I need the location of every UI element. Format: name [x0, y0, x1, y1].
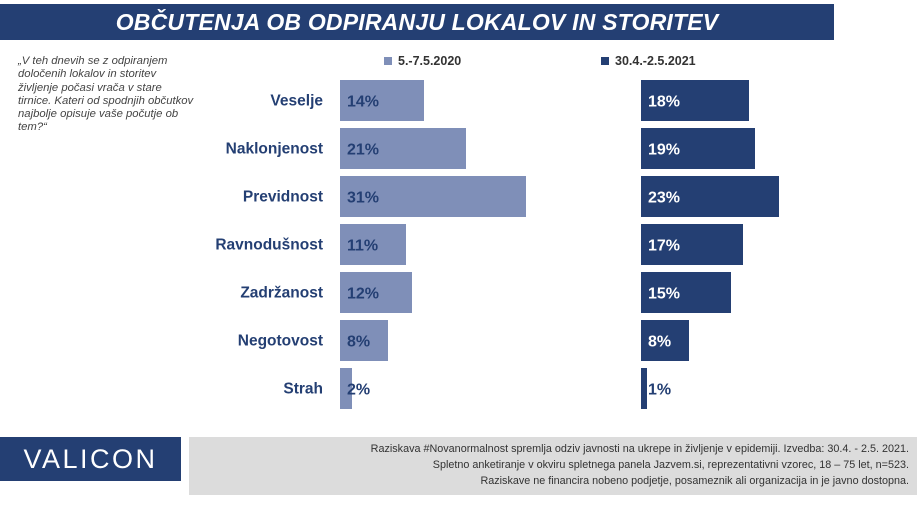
category-label-veselje: Veselje — [270, 93, 323, 110]
bar-2020-previdnost — [340, 176, 526, 217]
legend-swatch-2021 — [601, 57, 609, 65]
category-label-ravnodusnost: Ravnodušnost — [215, 237, 323, 254]
chart-title: OBČUTENJA OB ODPIRANJU LOKALOV IN STORIT… — [115, 8, 719, 35]
value-label-2020-ravnodusnost: 11% — [347, 238, 378, 255]
value-label-2021-negotovost: 8% — [648, 334, 671, 351]
footer-line-2: Spletno anketiranje v okviru spletnega p… — [432, 459, 909, 471]
footer-line-1: Raziskava #Novanormalnost spremlja odziv… — [370, 443, 909, 455]
value-label-2021-naklonjenost: 19% — [648, 142, 680, 159]
footer-line-3: Raziskave ne financira nobeno podjetje, … — [480, 475, 909, 487]
bar-2020-zadrzanost — [340, 272, 412, 313]
bar-2021-negotovost — [641, 320, 689, 361]
bar-2020-strah — [340, 368, 352, 409]
bar-2021-previdnost — [641, 176, 779, 217]
value-label-2021-previdnost: 23% — [648, 190, 680, 207]
bar-2021-strah — [641, 368, 647, 409]
value-label-2020-naklonjenost: 21% — [347, 142, 379, 159]
legend-series-2021: 30.4.-2.5.2021 — [601, 54, 696, 68]
bar-2021-zadrzanost — [641, 272, 731, 313]
value-label-2020-zadrzanost: 12% — [347, 286, 379, 303]
bar-2021-ravnodusnost — [641, 224, 743, 265]
bar-2020-naklonjenost — [340, 128, 466, 169]
value-label-2021-veselje: 18% — [648, 94, 680, 111]
title-bar: OBČUTENJA OB ODPIRANJU LOKALOV IN STORIT… — [0, 4, 834, 40]
value-label-2020-previdnost: 31% — [347, 190, 379, 207]
legend-series-2020: 5.-7.5.2020 — [384, 54, 461, 68]
brand-name: VALICON — [23, 443, 158, 474]
bar-2021-naklonjenost — [641, 128, 755, 169]
legend-label-2020: 5.-7.5.2020 — [398, 54, 462, 68]
legend-label-2021: 30.4.-2.5.2021 — [615, 54, 696, 68]
valicon-logo: VALICON — [0, 437, 181, 481]
value-label-2021-zadrzanost: 15% — [648, 286, 680, 303]
category-label-previdnost: Previdnost — [243, 189, 323, 206]
value-label-2021-strah: 1% — [648, 382, 671, 399]
category-label-negotovost: Negotovost — [238, 333, 323, 350]
bar-chart: Veselje 14% 18% Naklonjenost 21% 19% Previdnos… — [215, 80, 779, 409]
category-label-strah: Strah — [283, 381, 323, 398]
legend-swatch-2020 — [384, 57, 392, 65]
bar-2020-negotovost — [340, 320, 388, 361]
value-label-2020-veselje: 14% — [347, 94, 379, 111]
value-label-2021-ravnodusnost: 17% — [648, 238, 680, 255]
footer-note: Raziskava #Novanormalnost spremlja odziv… — [189, 437, 917, 495]
value-label-2020-strah: 2% — [347, 382, 370, 399]
category-label-naklonjenost: Naklonjenost — [226, 141, 323, 158]
bar-2021-veselje — [641, 80, 749, 121]
value-label-2020-negotovost: 8% — [347, 334, 370, 351]
category-label-zadrzanost: Zadržanost — [240, 285, 323, 302]
bar-2020-ravnodusnost — [340, 224, 406, 265]
survey-question: „V teh dnevih se z odpiranjem določenih … — [18, 55, 194, 134]
bar-2020-veselje — [340, 80, 424, 121]
